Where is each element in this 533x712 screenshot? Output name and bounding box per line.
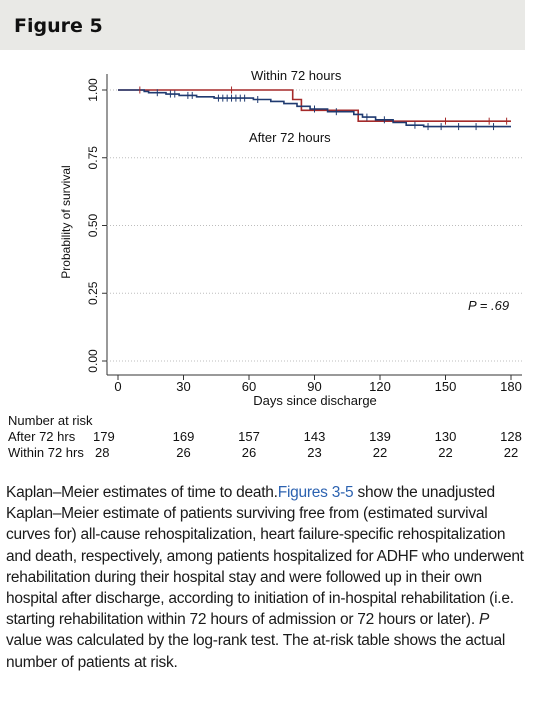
y-tick-label: 0.75 <box>86 146 100 170</box>
risk-value: 139 <box>369 429 391 444</box>
risk-value: 157 <box>238 429 260 444</box>
risk-value: 28 <box>95 445 110 460</box>
figure-caption: Kaplan–Meier estimates of time to death.… <box>6 482 524 673</box>
x-tick-label: 0 <box>114 379 121 394</box>
survival-curve-within <box>118 89 511 122</box>
risk-value: 22 <box>503 445 519 460</box>
risk-row-label-within: Within 72 hrs <box>8 445 84 460</box>
x-tick-label: 150 <box>435 379 457 394</box>
series-label-within: Within 72 hours <box>251 68 342 83</box>
caption-text-2: value was calculated by the log-rank tes… <box>6 632 506 671</box>
caption-p-italic: P <box>478 611 490 629</box>
caption-lead: Kaplan–Meier estimates of time to death. <box>6 484 278 501</box>
x-tick-label: 120 <box>369 379 391 394</box>
x-axis: 0 30 60 90 120 150 180 <box>114 375 522 394</box>
figure-header: Figure 5 <box>0 0 525 50</box>
x-axis-label: Days since discharge <box>253 393 377 408</box>
risk-value: 26 <box>176 445 191 460</box>
risk-row-label-after: After 72 hrs <box>8 429 76 444</box>
risk-value: 22 <box>372 445 388 460</box>
x-tick-label: 90 <box>307 379 321 394</box>
km-chart: 0.00 0.25 0.50 0.75 1.00 0 30 60 90 120 150 180 Da… <box>59 68 522 408</box>
risk-value: 26 <box>241 445 257 460</box>
series-label-after: After 72 hours <box>249 130 331 145</box>
x-tick-label: 30 <box>176 379 190 394</box>
risk-value: 23 <box>307 445 322 460</box>
caption-figure-link[interactable]: Figures 3-5 <box>277 484 354 501</box>
curves <box>118 86 511 131</box>
risk-value: 143 <box>303 429 326 444</box>
figure-title: Figure 5 <box>14 15 103 37</box>
y-tick-label: 1.00 <box>86 78 100 102</box>
y-axis-label: Probability of survival <box>59 165 73 278</box>
risk-value: 169 <box>172 429 195 444</box>
y-tick-label: 0.50 <box>86 213 100 237</box>
p-value-annotation: P = .69 <box>468 298 509 313</box>
risk-value: 179 <box>93 429 115 444</box>
risk-value: 22 <box>438 445 453 460</box>
y-tick-label: 0.00 <box>86 349 100 373</box>
y-tick-label: 0.25 <box>86 281 100 305</box>
y-axis: 0.00 0.25 0.50 0.75 1.00 <box>86 78 107 373</box>
risk-table-title: Number at risk <box>8 413 93 428</box>
risk-value: 128 <box>500 429 522 444</box>
x-tick-label: 180 <box>500 379 522 394</box>
survival-curve-after <box>118 89 511 128</box>
x-tick-label: 60 <box>242 379 256 394</box>
caption-text-1: show the unadjusted Kaplan–Meier estimat… <box>6 484 524 629</box>
risk-value: 130 <box>434 429 457 444</box>
